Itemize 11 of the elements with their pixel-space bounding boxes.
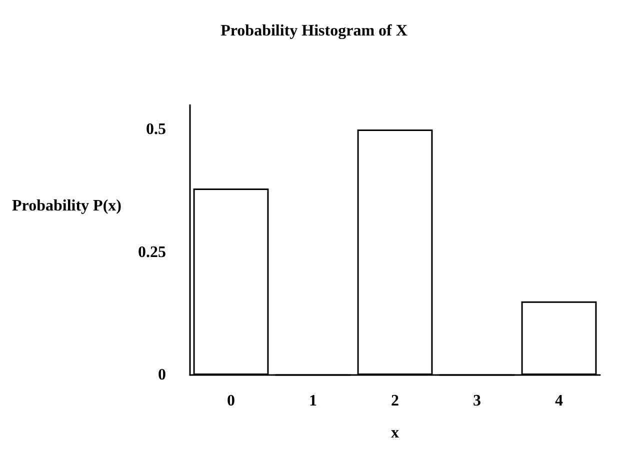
x-tick-label: 4 <box>555 392 563 410</box>
chart-title: Probability Histogram of X <box>220 22 408 40</box>
y-axis-title: Probability P(x) <box>12 198 122 214</box>
x-tick-label: 1 <box>309 392 317 410</box>
x-tick-label: 2 <box>391 392 399 410</box>
y-tick-label: 0.25 <box>138 244 166 261</box>
x-tick-label: 0 <box>227 392 235 410</box>
x-tick-label: 3 <box>473 392 481 410</box>
y-tick-label: 0 <box>158 366 166 384</box>
x-axis-title: x <box>391 424 399 442</box>
y-tick-label: 0.5 <box>146 121 166 138</box>
